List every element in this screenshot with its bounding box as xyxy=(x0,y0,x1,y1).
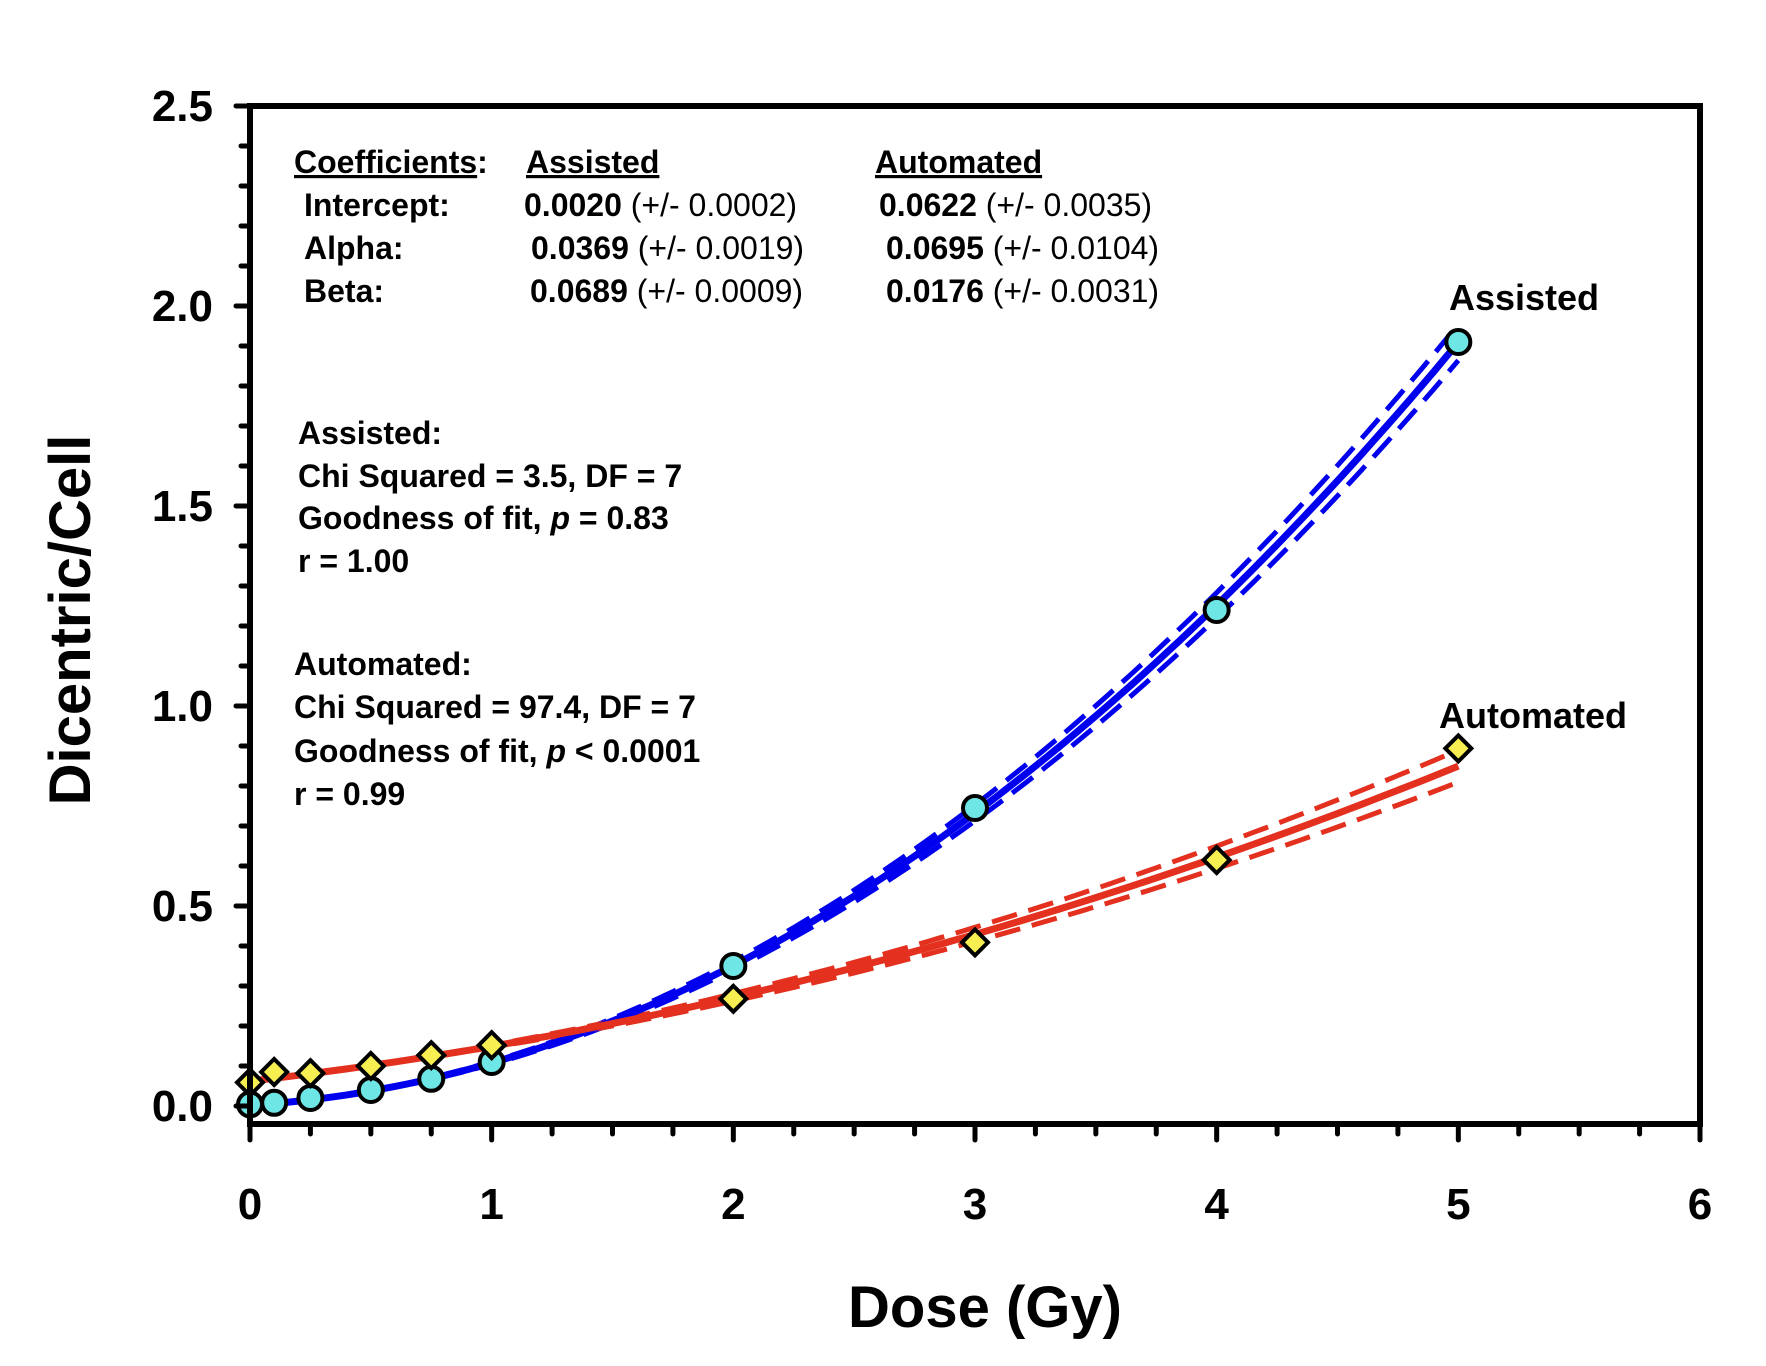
assisted-point xyxy=(1444,328,1473,356)
tick-labels: 0.0 0.5 1.0 1.5 2.0 2.5 0 1 2 3 4 5 6 xyxy=(152,82,1712,1229)
assisted-point xyxy=(961,794,989,822)
x-axis-title: Dose (Gy) xyxy=(848,1275,1122,1340)
automated-point xyxy=(415,1039,448,1072)
automated-point xyxy=(355,1050,387,1082)
data-markers xyxy=(234,328,1475,1119)
y-tick-label: 0.0 xyxy=(152,1082,213,1131)
stats-gof: Goodness of fit, p < 0.0001 xyxy=(294,733,700,769)
coef-assisted-value: 0.0020 (+/- 0.0002) xyxy=(524,187,797,223)
y-tick-label: 1.5 xyxy=(152,482,213,531)
coef-col-assisted: Assisted xyxy=(526,144,659,180)
y-tick-label: 0.5 xyxy=(152,882,213,931)
automated-point xyxy=(294,1057,327,1090)
x-tick-label: 6 xyxy=(1688,1180,1712,1229)
y-tick-label: 2.5 xyxy=(152,82,213,131)
coef-row-label: Beta: xyxy=(304,273,384,309)
coef-automated-value: 0.0622 (+/- 0.0035) xyxy=(879,187,1152,223)
automated-confidence-band xyxy=(249,747,1460,1084)
y-axis-title: Dicentric/Cell xyxy=(38,435,103,806)
stats-chi: Chi Squared = 97.4, DF = 7 xyxy=(294,689,696,725)
y-tick-label: 1.0 xyxy=(152,682,213,731)
coef-header: Coefficients: xyxy=(294,144,488,180)
fit-curves xyxy=(249,340,1461,1109)
stats-title: Assisted: xyxy=(298,415,442,451)
x-tick-label: 4 xyxy=(1204,1180,1229,1229)
coef-row-label: Alpha: xyxy=(304,230,404,266)
x-tick-label: 3 xyxy=(963,1180,987,1229)
coef-col-automated: Automated xyxy=(875,144,1042,180)
series-label-assisted: Assisted xyxy=(1449,277,1599,318)
assisted-stats: Assisted: Chi Squared = 3.5, DF = 7 Good… xyxy=(298,415,682,579)
automated-point xyxy=(258,1056,290,1088)
coef-assisted-value: 0.0369 (+/- 0.0019) xyxy=(531,230,804,266)
automated-point xyxy=(959,926,991,959)
automated-fit-curve xyxy=(249,762,1460,1085)
x-tick-label: 1 xyxy=(479,1180,503,1229)
series-label-automated: Automated xyxy=(1439,695,1627,736)
assisted-fit-curve xyxy=(249,340,1461,1109)
automated-point xyxy=(475,1029,508,1062)
axes xyxy=(233,103,1703,1143)
stats-chi: Chi Squared = 3.5, DF = 7 xyxy=(298,458,682,494)
x-tick-label: 0 xyxy=(238,1180,262,1229)
coef-assisted-value: 0.0689 (+/- 0.0009) xyxy=(530,273,803,309)
assisted-point xyxy=(1202,596,1231,624)
stats-r: r = 0.99 xyxy=(294,776,405,812)
automated-point xyxy=(1200,844,1233,876)
assisted-point xyxy=(719,952,748,980)
x-tick-label: 5 xyxy=(1446,1180,1470,1229)
coef-automated-value: 0.0695 (+/- 0.0104) xyxy=(886,230,1159,266)
coef-row-label: Intercept: xyxy=(304,187,450,223)
stats-title: Automated: xyxy=(294,646,472,682)
coef-automated-value: 0.0176 (+/- 0.0031) xyxy=(886,273,1159,309)
stats-r: r = 1.00 xyxy=(298,543,409,579)
x-tick-label: 2 xyxy=(721,1180,745,1229)
automated-stats: Automated: Chi Squared = 97.4, DF = 7 Go… xyxy=(294,646,700,812)
automated-point xyxy=(717,982,750,1015)
y-tick-label: 2.0 xyxy=(152,282,213,331)
automated-point xyxy=(1442,732,1475,765)
coefficients-table: Coefficients: Assisted Automated Interce… xyxy=(294,144,1159,309)
stats-gof: Goodness of fit, p = 0.83 xyxy=(298,500,669,536)
assisted-point xyxy=(296,1084,325,1112)
automated-confidence-band xyxy=(249,779,1460,1084)
assisted-point xyxy=(260,1088,289,1117)
